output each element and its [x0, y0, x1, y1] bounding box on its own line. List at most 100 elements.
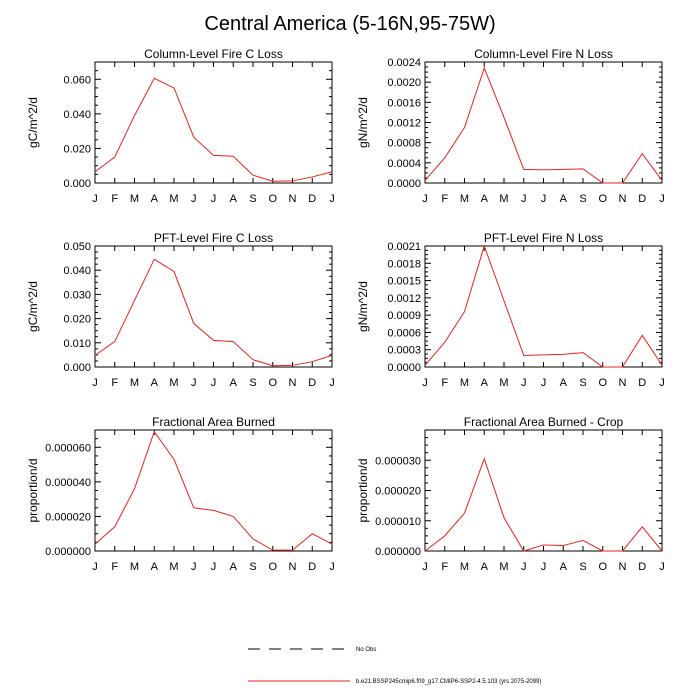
y-axis-label: gN/m^2/d [356, 281, 370, 332]
panel-title: Fractional Area Burned [152, 415, 275, 429]
x-tick-label: M [460, 561, 469, 573]
x-tick-label: A [481, 377, 489, 389]
y-tick-label: 0.010 [63, 338, 91, 350]
x-tick-label: D [638, 561, 646, 573]
x-tick-label: J [191, 561, 197, 573]
y-tick-label: 0.0000 [387, 362, 421, 374]
x-tick-label: N [289, 561, 297, 573]
x-tick-label: O [598, 561, 607, 573]
x-tick-label: A [151, 377, 159, 389]
x-tick-label: J [92, 193, 98, 205]
x-tick-label: J [659, 561, 665, 573]
y-axis-label: gN/m^2/d [356, 97, 370, 148]
y-tick-label: 0.0008 [387, 138, 421, 150]
y-axis-label: proportion/d [26, 458, 40, 522]
panel-title: PFT-Level Fire C Loss [154, 231, 273, 245]
y-tick-label: 0.000020 [375, 486, 421, 498]
x-tick-label: J [422, 377, 428, 389]
y-tick-label: 0.0020 [387, 77, 421, 89]
y-tick-label: 0.040 [63, 109, 91, 121]
y-tick-label: 0.000 [63, 362, 91, 374]
x-tick-label: J [521, 193, 527, 205]
legend: No Obs b.e21.BSSP245cmip6.f09_g17.CMIP6-… [248, 647, 541, 685]
x-tick-label: A [230, 377, 238, 389]
y-tick-label: 0.060 [63, 74, 91, 86]
x-tick-label: D [638, 377, 646, 389]
x-tick-label: S [249, 377, 256, 389]
y-tick-label: 0.0006 [387, 327, 421, 339]
x-tick-label: D [308, 377, 316, 389]
x-tick-label: O [598, 193, 607, 205]
y-tick-label: 0.000030 [375, 455, 421, 467]
x-tick-label: D [308, 561, 316, 573]
y-tick-label: 0.0000 [387, 178, 421, 190]
x-tick-label: J [92, 561, 98, 573]
x-tick-label: S [579, 193, 586, 205]
y-tick-label: 0.030 [63, 289, 91, 301]
x-tick-label: D [308, 193, 316, 205]
plot-frame [424, 61, 663, 184]
x-tick-label: J [92, 377, 98, 389]
x-tick-label: A [560, 193, 568, 205]
x-tick-label: A [481, 561, 489, 573]
x-tick-label: M [130, 561, 139, 573]
x-tick-label: J [541, 193, 547, 205]
plot-frame [424, 245, 663, 368]
x-tick-label: A [151, 193, 159, 205]
x-tick-label: A [230, 193, 238, 205]
plot-frame [94, 429, 333, 552]
x-tick-label: N [619, 377, 627, 389]
x-tick-label: M [460, 377, 469, 389]
x-tick-label: J [211, 561, 217, 573]
y-tick-label: 0.0018 [387, 258, 421, 270]
x-tick-label: M [130, 193, 139, 205]
y-tick-label: 0.020 [63, 143, 91, 155]
x-tick-label: J [329, 193, 335, 205]
x-tick-label: M [499, 377, 508, 389]
x-tick-label: J [521, 377, 527, 389]
series-line [94, 77, 333, 182]
series-line [424, 457, 663, 552]
y-axis-label: gC/m^2/d [26, 281, 40, 332]
x-tick-label: J [211, 377, 217, 389]
y-tick-label: 0.020 [63, 314, 91, 326]
y-tick-label: 0.0012 [387, 293, 421, 305]
x-tick-label: J [541, 377, 547, 389]
x-tick-label: M [460, 193, 469, 205]
x-tick-label: M [169, 193, 178, 205]
y-axis-label: gC/m^2/d [26, 97, 40, 148]
y-axis-label: proportion/d [356, 458, 370, 522]
y-tick-label: 0.0021 [387, 241, 421, 253]
y-tick-label: 0.000010 [375, 516, 421, 528]
x-tick-label: O [598, 377, 607, 389]
series-line [424, 244, 663, 368]
x-tick-label: D [638, 193, 646, 205]
x-tick-label: F [111, 193, 118, 205]
x-tick-label: M [499, 561, 508, 573]
x-tick-label: O [268, 561, 277, 573]
y-tick-label: 0.000000 [45, 546, 91, 558]
panel-title: Fractional Area Burned - Crop [464, 415, 624, 429]
x-tick-label: M [169, 561, 178, 573]
y-tick-label: 0.000040 [45, 477, 91, 489]
x-tick-label: J [191, 377, 197, 389]
x-tick-label: M [499, 193, 508, 205]
x-tick-label: A [560, 561, 568, 573]
y-tick-label: 0.040 [63, 265, 91, 277]
series-line [424, 66, 663, 184]
y-tick-label: 0.0009 [387, 310, 421, 322]
panel-title: Column-Level Fire N Loss [474, 47, 613, 61]
x-tick-label: S [249, 561, 256, 573]
x-tick-label: A [151, 561, 159, 573]
x-tick-label: N [619, 193, 627, 205]
x-tick-label: A [230, 561, 238, 573]
x-tick-label: J [659, 377, 665, 389]
x-tick-label: F [441, 193, 448, 205]
